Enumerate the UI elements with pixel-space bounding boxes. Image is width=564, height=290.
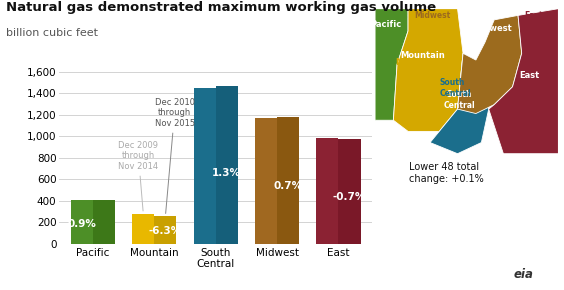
Text: 0.7%: 0.7% — [274, 182, 303, 191]
Polygon shape — [430, 53, 488, 154]
Bar — [93, 200, 115, 244]
Text: Mountain: Mountain — [395, 58, 436, 67]
Text: East: East — [525, 11, 543, 20]
Text: South
Central: South Central — [443, 90, 475, 110]
Bar — [255, 117, 277, 244]
Text: Dec 2010
through
Nov 2015: Dec 2010 through Nov 2015 — [155, 98, 195, 213]
Bar — [338, 139, 360, 244]
Bar — [71, 200, 93, 244]
Text: Pacific: Pacific — [371, 20, 402, 29]
Text: 1.3%: 1.3% — [212, 168, 241, 177]
Polygon shape — [375, 9, 408, 120]
Text: Pacific: Pacific — [380, 11, 408, 20]
Polygon shape — [488, 9, 558, 154]
Bar — [155, 216, 177, 244]
Text: -0.7%: -0.7% — [333, 192, 366, 202]
Text: Dec 2009
through
Nov 2014: Dec 2009 through Nov 2014 — [118, 141, 158, 211]
Text: Midwest: Midwest — [415, 11, 451, 20]
Text: billion cubic feet: billion cubic feet — [6, 28, 98, 37]
Text: Mountain: Mountain — [400, 51, 445, 60]
Polygon shape — [394, 9, 463, 131]
Bar — [215, 86, 238, 244]
Text: 0.9%: 0.9% — [68, 219, 96, 229]
Text: Natural gas demonstrated maximum working gas volume: Natural gas demonstrated maximum working… — [6, 1, 436, 14]
Bar — [132, 214, 155, 244]
Bar — [316, 138, 338, 244]
Text: South
Central: South Central — [440, 78, 472, 98]
Bar — [193, 88, 215, 244]
Text: Lower 48 total
change: +0.1%: Lower 48 total change: +0.1% — [409, 162, 484, 184]
Text: Midwest: Midwest — [473, 24, 512, 33]
Text: East: East — [519, 71, 539, 80]
Polygon shape — [457, 15, 522, 114]
Bar — [277, 117, 299, 244]
Text: eia: eia — [513, 268, 533, 281]
Text: -6.3%: -6.3% — [149, 226, 182, 236]
